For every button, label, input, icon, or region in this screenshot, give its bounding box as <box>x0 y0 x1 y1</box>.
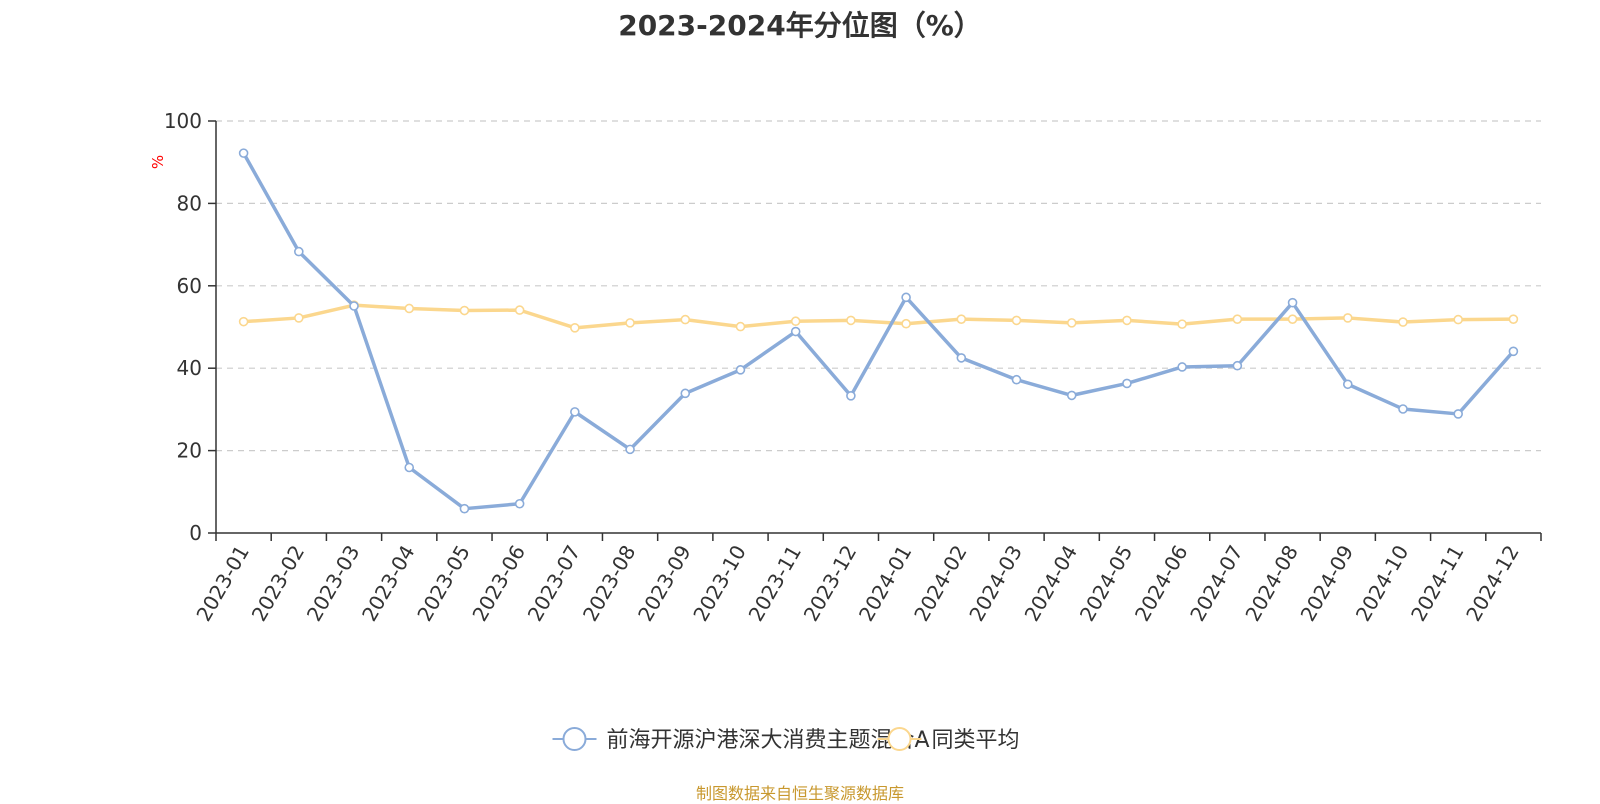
data-point[interactable] <box>349 301 359 311</box>
legend-label: 同类平均 <box>932 728 1020 753</box>
y-tick-label: 20 <box>177 439 202 463</box>
x-tick-label: 2024-01 <box>854 541 917 625</box>
x-tick-label: 2024-07 <box>1185 541 1248 625</box>
series-group <box>238 148 1519 514</box>
x-tick-label: 2024-04 <box>1020 541 1083 625</box>
data-point[interactable] <box>1232 314 1243 324</box>
x-tick-label: 2024-06 <box>1130 541 1193 625</box>
data-point[interactable] <box>570 323 580 333</box>
data-point[interactable] <box>901 318 911 329</box>
y-tick-label: 0 <box>189 521 202 545</box>
data-point[interactable] <box>846 391 856 401</box>
data-point[interactable] <box>1066 318 1077 328</box>
data-point[interactable] <box>238 316 249 327</box>
data-point[interactable] <box>1011 315 1022 326</box>
x-tick-label: 2024-09 <box>1296 541 1359 625</box>
x-tick-label: 2024-05 <box>1075 541 1138 625</box>
data-point[interactable] <box>459 305 470 316</box>
legend-marker-icon <box>887 727 912 751</box>
data-point[interactable] <box>404 462 415 473</box>
data-point[interactable] <box>625 318 635 328</box>
data-point[interactable] <box>680 314 691 325</box>
data-point[interactable] <box>1066 390 1077 401</box>
x-tick-label: 2023-12 <box>799 541 862 625</box>
chart-title: 2023-2024年分位图（%） <box>618 9 982 42</box>
data-point[interactable] <box>1508 314 1519 324</box>
data-point[interactable] <box>514 498 525 509</box>
series-line <box>243 303 1514 330</box>
y-axis-ticks: 0 20 40 60 80 100 <box>164 109 216 545</box>
data-point[interactable] <box>901 292 911 303</box>
legend-marker-icon <box>562 727 587 751</box>
data-point[interactable] <box>625 444 635 455</box>
x-tick-label: 2023-03 <box>302 541 365 625</box>
x-tick-label: 2023-08 <box>578 541 641 625</box>
data-point[interactable] <box>294 313 304 323</box>
x-axis-ticks: 2023-012023-022023-032023-042023-052023-… <box>191 533 1542 625</box>
data-point[interactable] <box>956 353 967 363</box>
grid-lines <box>216 120 1541 452</box>
data-point[interactable] <box>1232 360 1243 371</box>
data-point[interactable] <box>1453 409 1463 419</box>
data-point[interactable] <box>1177 319 1187 329</box>
x-tick-label: 2024-11 <box>1406 541 1469 625</box>
data-point[interactable] <box>1398 317 1408 327</box>
x-tick-label: 2024-10 <box>1351 541 1414 625</box>
series-line <box>242 152 1515 511</box>
data-point[interactable] <box>570 407 580 417</box>
data-point[interactable] <box>1342 313 1353 323</box>
data-point[interactable] <box>514 305 525 315</box>
x-tick-label: 2024-03 <box>964 541 1027 625</box>
data-point[interactable] <box>790 326 801 337</box>
data-point[interactable] <box>790 316 801 327</box>
series-group <box>238 300 1519 333</box>
data-point[interactable] <box>680 388 691 399</box>
x-tick-label: 2023-02 <box>247 541 310 625</box>
data-point[interactable] <box>846 315 856 326</box>
data-point[interactable] <box>1453 314 1463 325</box>
data-point[interactable] <box>459 503 470 514</box>
axes: % <box>149 121 1541 534</box>
data-point[interactable] <box>1122 378 1132 389</box>
data-point[interactable] <box>1398 404 1408 414</box>
x-tick-label: 2024-12 <box>1461 541 1524 625</box>
x-tick-label: 2023-11 <box>744 541 807 625</box>
source-note: 制图数据来自恒生聚源数据库 <box>695 784 904 803</box>
x-tick-label: 2023-07 <box>523 541 586 625</box>
data-point[interactable] <box>735 321 746 332</box>
data-point[interactable] <box>1508 346 1519 357</box>
data-point[interactable] <box>1177 362 1187 372</box>
y-axis-unit-label: % <box>149 155 167 169</box>
series-lines <box>238 148 1519 514</box>
data-point[interactable] <box>1342 379 1353 390</box>
x-tick-label: 2023-05 <box>412 541 475 625</box>
legend[interactable]: 前海开源沪港深大消费主题混合A 同类平均 <box>552 727 1020 753</box>
data-point[interactable] <box>1287 297 1298 308</box>
legend-item[interactable]: 同类平均 <box>877 727 1020 753</box>
x-tick-label: 2023-10 <box>688 541 751 625</box>
data-point[interactable] <box>735 365 746 375</box>
data-point[interactable] <box>294 246 304 257</box>
x-tick-label: 2023-04 <box>357 541 420 625</box>
x-tick-label: 2024-08 <box>1240 541 1303 625</box>
data-point[interactable] <box>1122 315 1132 326</box>
data-point[interactable] <box>1287 314 1298 324</box>
x-tick-label: 2023-01 <box>191 541 254 625</box>
x-tick-label: 2023-09 <box>633 541 696 625</box>
y-tick-label: 40 <box>177 356 202 380</box>
y-tick-label: 100 <box>164 109 202 133</box>
data-point[interactable] <box>238 148 249 158</box>
data-point[interactable] <box>404 303 415 314</box>
data-point[interactable] <box>956 314 967 324</box>
x-tick-label: 2024-02 <box>909 541 972 625</box>
legend-item[interactable]: 前海开源沪港深大消费主题混合A <box>552 727 930 753</box>
x-tick-label: 2023-06 <box>467 541 530 625</box>
y-tick-label: 60 <box>177 274 202 298</box>
legend-label: 前海开源沪港深大消费主题混合A <box>607 728 930 753</box>
data-point[interactable] <box>1011 374 1022 385</box>
y-tick-label: 80 <box>177 191 202 215</box>
